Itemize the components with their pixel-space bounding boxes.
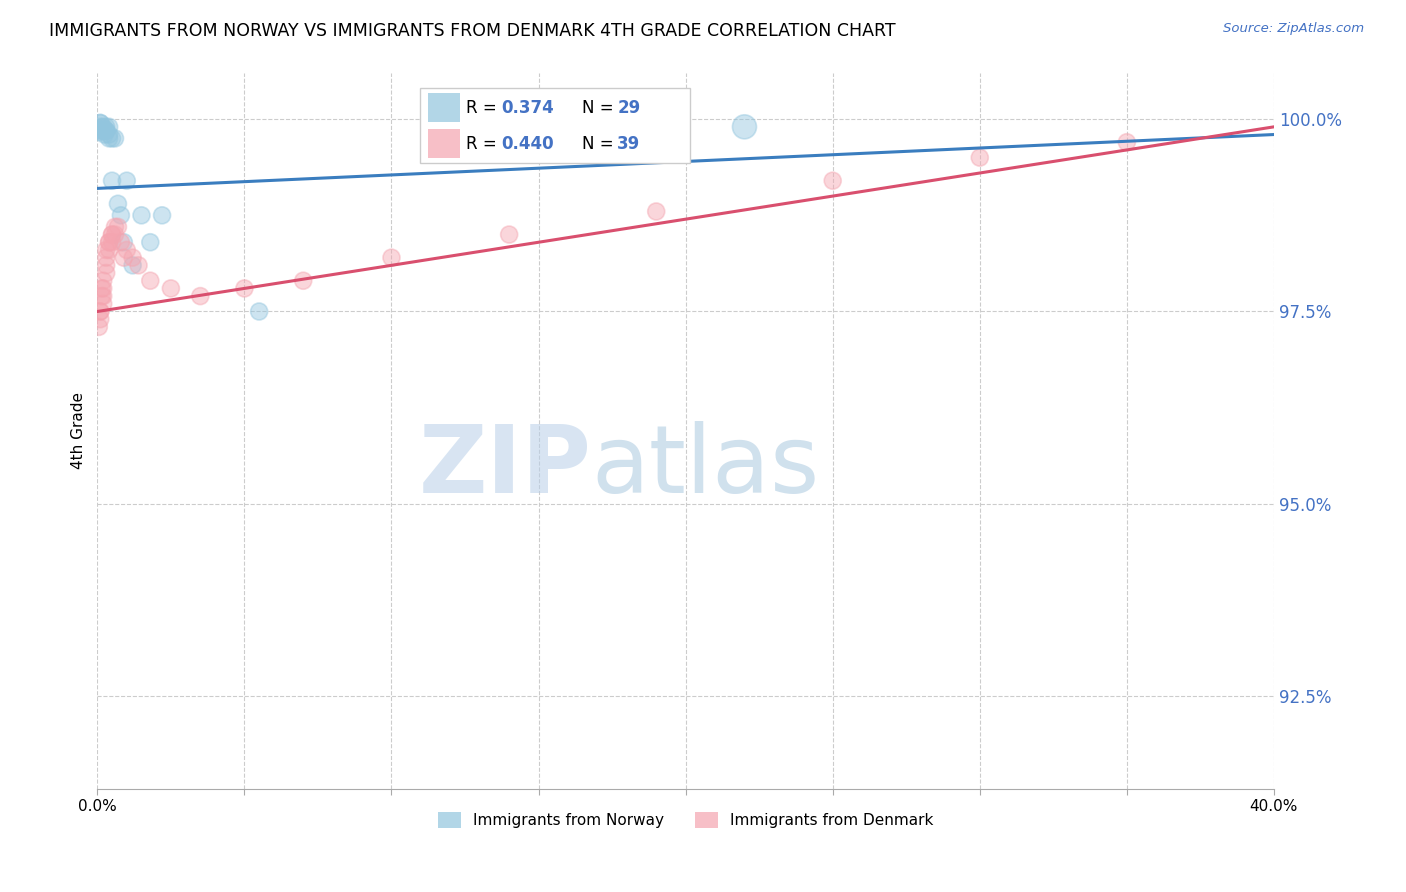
Text: Source: ZipAtlas.com: Source: ZipAtlas.com: [1223, 22, 1364, 36]
Point: [89, 304, 111, 318]
Point: [89, 120, 111, 134]
Point: [98, 128, 121, 142]
Point: [89, 312, 111, 326]
Point: [96, 124, 118, 138]
Point: [128, 258, 150, 272]
Point: [969, 151, 991, 165]
Point: [247, 304, 270, 318]
Point: [112, 251, 135, 265]
Point: [91, 124, 114, 138]
Point: [115, 174, 138, 188]
Point: [93, 128, 115, 142]
Point: [87, 319, 110, 334]
Point: [96, 120, 118, 134]
Point: [96, 124, 118, 138]
Point: [91, 281, 114, 295]
Point: [733, 120, 755, 134]
Text: atlas: atlas: [592, 420, 820, 513]
Point: [96, 266, 118, 280]
Point: [150, 208, 173, 222]
Point: [101, 227, 124, 242]
Point: [91, 297, 114, 311]
Point: [498, 227, 520, 242]
Point: [104, 219, 127, 234]
Point: [90, 289, 112, 303]
Point: [96, 251, 118, 265]
Point: [160, 281, 183, 295]
Point: [87, 124, 110, 138]
Point: [90, 281, 112, 295]
Point: [101, 131, 124, 145]
Point: [101, 174, 124, 188]
Point: [101, 227, 124, 242]
Point: [139, 274, 162, 288]
Text: IMMIGRANTS FROM NORWAY VS IMMIGRANTS FROM DENMARK 4TH GRADE CORRELATION CHART: IMMIGRANTS FROM NORWAY VS IMMIGRANTS FRO…: [49, 22, 896, 40]
Point: [98, 120, 121, 134]
Point: [292, 274, 315, 288]
Point: [821, 174, 844, 188]
Point: [98, 243, 121, 257]
Point: [645, 204, 668, 219]
Point: [107, 196, 129, 211]
Point: [188, 289, 211, 303]
Point: [90, 124, 112, 138]
Y-axis label: 4th Grade: 4th Grade: [72, 392, 86, 469]
Point: [89, 116, 111, 130]
Point: [139, 235, 162, 250]
Point: [121, 251, 143, 265]
Point: [380, 251, 402, 265]
Point: [110, 235, 132, 250]
Point: [91, 274, 114, 288]
Point: [104, 131, 127, 145]
Point: [91, 124, 114, 138]
Point: [98, 235, 121, 250]
Point: [89, 304, 111, 318]
Point: [233, 281, 256, 295]
Point: [110, 208, 132, 222]
Point: [101, 235, 124, 250]
Point: [131, 208, 153, 222]
Point: [1115, 135, 1137, 149]
Point: [115, 243, 138, 257]
Point: [96, 243, 118, 257]
Point: [107, 219, 129, 234]
Text: ZIP: ZIP: [419, 420, 592, 513]
Point: [468, 120, 491, 134]
Point: [112, 235, 135, 250]
Point: [104, 227, 127, 242]
Point: [89, 116, 111, 130]
Point: [121, 258, 143, 272]
Legend: Immigrants from Norway, Immigrants from Denmark: Immigrants from Norway, Immigrants from …: [432, 806, 939, 835]
Point: [96, 258, 118, 272]
Point: [98, 131, 121, 145]
Point: [91, 289, 114, 303]
Point: [91, 120, 114, 134]
Point: [98, 235, 121, 250]
